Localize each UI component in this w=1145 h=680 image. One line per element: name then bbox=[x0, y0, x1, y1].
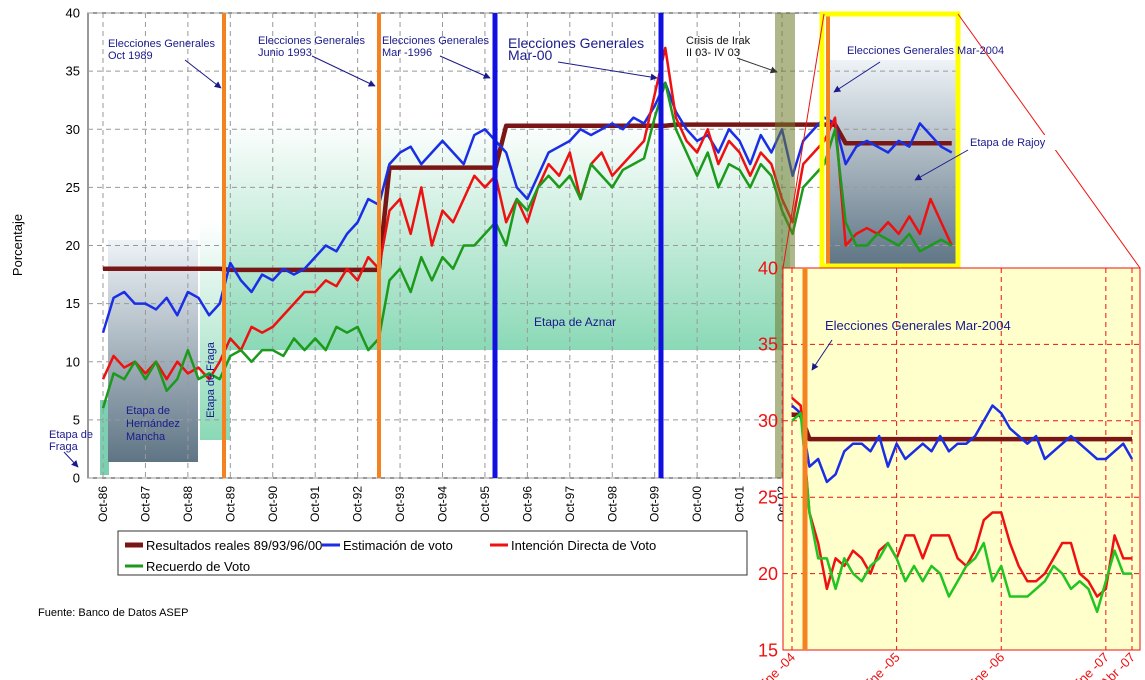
y-axis-label: Porcentaje bbox=[10, 214, 25, 276]
region-fraga bbox=[100, 400, 109, 475]
region-hernandez bbox=[108, 240, 198, 462]
legend-label: Intención Directa de Voto bbox=[511, 538, 656, 553]
y-tick-label: 35 bbox=[66, 64, 80, 79]
series-line bbox=[791, 411, 1132, 614]
legend-label: Recuerdo de Voto bbox=[146, 559, 250, 574]
annotation-arrow bbox=[184, 59, 222, 89]
annotation-arrow bbox=[811, 339, 833, 371]
x-tick-label: Oct-95 bbox=[478, 486, 492, 522]
x-tick-label: Oct-96 bbox=[520, 486, 534, 522]
series-line bbox=[791, 404, 1134, 484]
y-tick-label: 25 bbox=[758, 488, 778, 508]
x-tick-label: Oct-94 bbox=[436, 486, 450, 522]
x-tick-label: Oct-88 bbox=[181, 486, 195, 522]
series-line bbox=[101, 46, 953, 381]
annotation-arrow bbox=[914, 149, 969, 181]
x-tick-label: Oct-87 bbox=[138, 486, 152, 522]
event-lines bbox=[222, 11, 1141, 478]
annotation: Etapa de bbox=[49, 429, 93, 441]
annotation: Junio 1993 bbox=[258, 47, 312, 59]
annotation-box bbox=[966, 135, 1058, 150]
x-tick-label: Oct-99 bbox=[648, 486, 662, 522]
y-tick-label: 15 bbox=[758, 640, 778, 660]
x-tick-label: Oct-90 bbox=[266, 486, 280, 522]
legend-label: Estimación de voto bbox=[343, 538, 453, 553]
annotation-arrow bbox=[557, 61, 658, 81]
x-tick-label: Oct-98 bbox=[605, 486, 619, 522]
y-tick-label: 30 bbox=[758, 411, 778, 431]
highlight-box bbox=[819, 11, 961, 269]
series-line bbox=[101, 81, 953, 409]
y-tick-label: 20 bbox=[758, 564, 778, 584]
annotation: Fraga bbox=[49, 441, 79, 453]
legend bbox=[117, 530, 748, 576]
annotation: Mancha bbox=[126, 431, 166, 443]
annotation: Elecciones Generales bbox=[258, 35, 366, 47]
annotation: Elecciones Generales Mar-2004 bbox=[825, 318, 1011, 333]
series-line bbox=[101, 81, 953, 334]
annotation: Oct 1989 bbox=[108, 50, 153, 62]
series-line bbox=[103, 122, 952, 273]
annotation: Mar-00 bbox=[508, 47, 553, 63]
annotation: Elecciones Generales bbox=[382, 35, 490, 47]
y-tick-label: 5 bbox=[73, 412, 80, 427]
x-tick-label: Ene -05 bbox=[860, 650, 903, 680]
x-tick-label: Oct-00 bbox=[690, 486, 704, 522]
annotation: Hernández bbox=[126, 418, 180, 430]
x-tick-label: Ene -06 bbox=[965, 650, 1008, 680]
x-tick-label: Oct-01 bbox=[733, 486, 747, 522]
x-tick-label: Oct-91 bbox=[308, 486, 322, 522]
x-tick-label: Oct-92 bbox=[351, 486, 365, 522]
annotation: II 03- IV 03 bbox=[686, 47, 740, 59]
y-tick-label: 20 bbox=[66, 238, 80, 253]
annotation-arrow bbox=[736, 57, 778, 74]
zoom-connector bbox=[782, 13, 825, 269]
annotation: Elecciones Generales bbox=[508, 35, 644, 51]
series-line bbox=[791, 396, 1132, 598]
y-tick-label: 40 bbox=[758, 258, 778, 278]
annotation: Mar -1996 bbox=[382, 47, 432, 59]
y-tick-label: 30 bbox=[66, 122, 80, 137]
annotation-arrow bbox=[833, 61, 881, 93]
x-tick-label: Oct-86 bbox=[96, 486, 110, 522]
annotation: Etapa de bbox=[126, 405, 170, 417]
annotation: Etapa de Rajoy bbox=[970, 137, 1046, 149]
y-tick-label: 10 bbox=[66, 354, 80, 369]
annotation: Etapa de Aznar bbox=[534, 315, 616, 329]
y-tick-label: 25 bbox=[66, 180, 80, 195]
x-tick-label: Oct-97 bbox=[563, 486, 577, 522]
annotation: Elecciones Generales bbox=[108, 38, 216, 50]
source: Fuente: Banco de Datos ASEP bbox=[38, 607, 188, 619]
x-tick-label: Oct-93 bbox=[393, 486, 407, 522]
annotation: Elecciones Generales Mar-2004 bbox=[847, 45, 1004, 57]
annotation: Crisis de Irak bbox=[686, 35, 751, 47]
annotation: Etapa de Fraga bbox=[205, 341, 217, 418]
y-tick-label: 35 bbox=[758, 335, 778, 355]
y-tick-label: 0 bbox=[73, 471, 80, 486]
annotation-arrow bbox=[311, 55, 376, 87]
annotation-arrow bbox=[63, 451, 79, 468]
y-tick-label: 15 bbox=[66, 296, 80, 311]
annotation-arrow bbox=[439, 55, 491, 79]
legend-label: Resultados reales 89/93/96/00 bbox=[146, 538, 322, 553]
x-tick-label: Oct-89 bbox=[223, 486, 237, 522]
y-tick-label: 40 bbox=[66, 6, 80, 21]
